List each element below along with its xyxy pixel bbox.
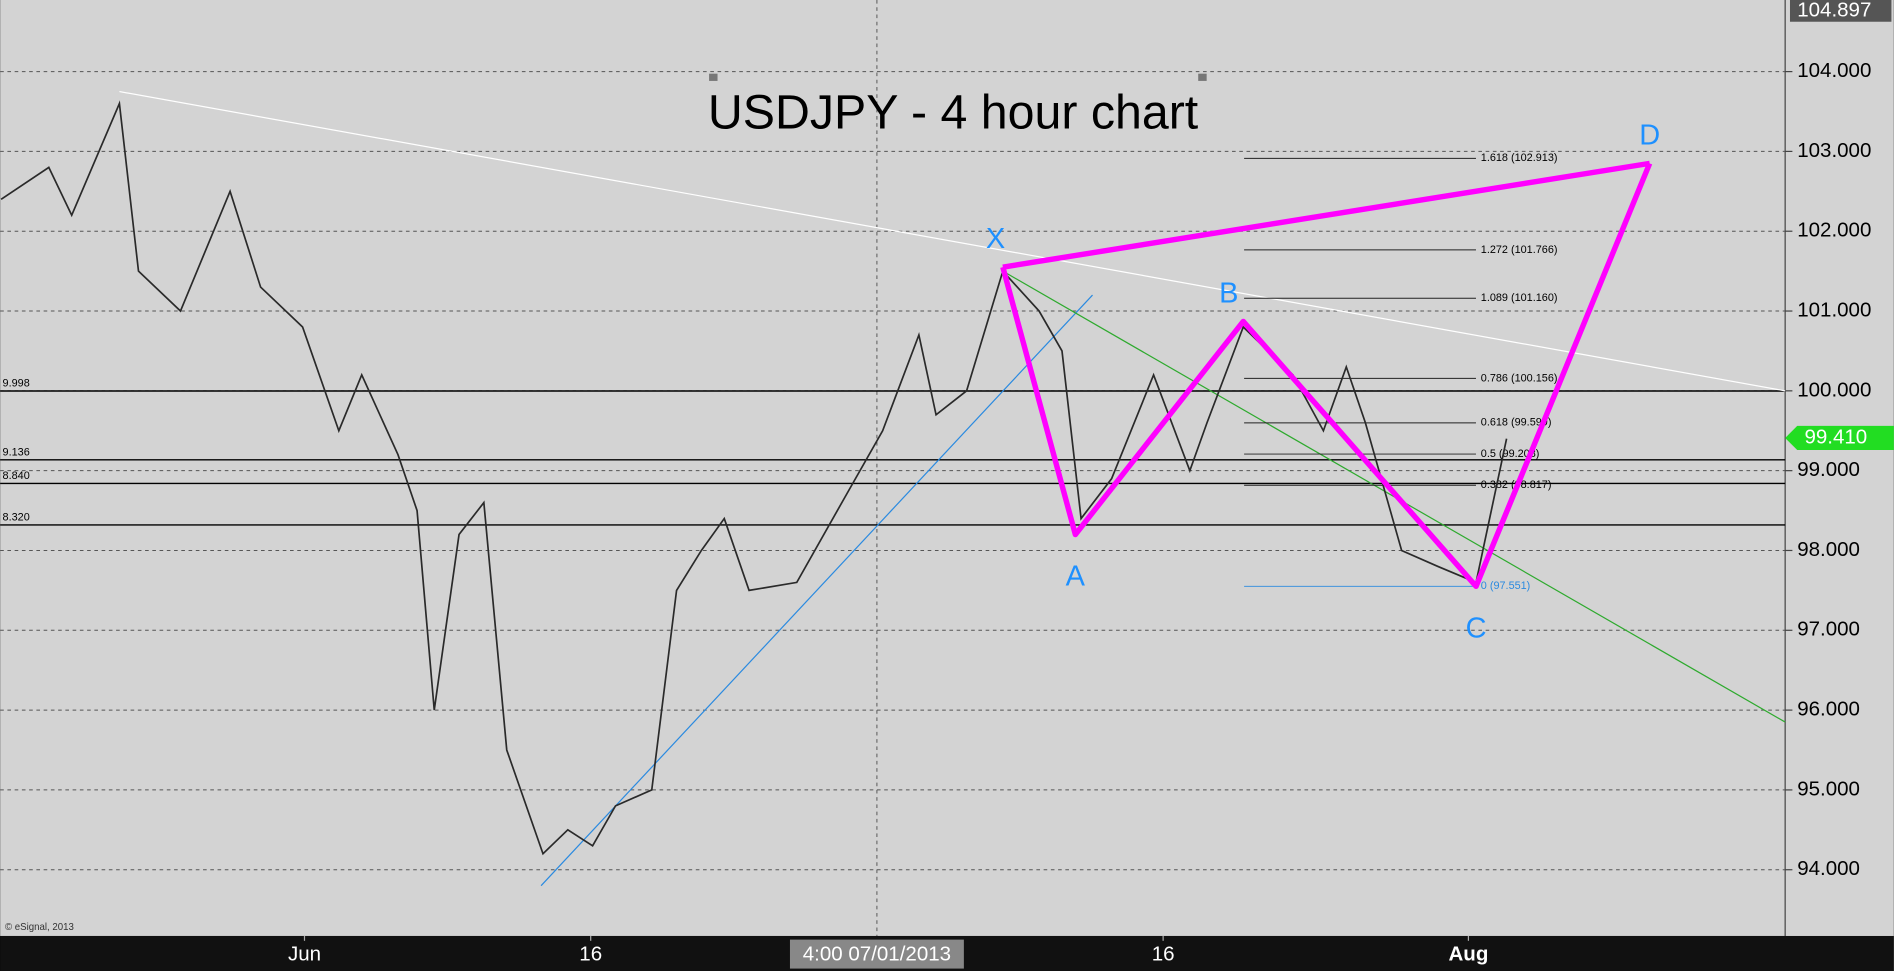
y-tick-label: 96.000 xyxy=(1797,698,1860,721)
x-tick-label: Jun xyxy=(288,943,321,966)
y-tick-label: 97.000 xyxy=(1797,618,1860,641)
y-tick-label: 103.000 xyxy=(1797,139,1871,162)
fib-label: 1.272 (101.766) xyxy=(1481,244,1558,256)
x-tick-label: 16 xyxy=(579,943,602,966)
fib-label: 0.618 (99.599) xyxy=(1481,417,1552,429)
level-label: 9.998 xyxy=(3,378,30,390)
handle xyxy=(709,73,718,81)
watermark: © eSignal, 2013 xyxy=(5,922,74,933)
price-line xyxy=(0,100,1508,856)
handle xyxy=(1198,73,1207,81)
last-price-label: 99.410 xyxy=(1804,425,1867,448)
y-tick-label: 99.000 xyxy=(1797,458,1860,481)
fib-label: 0.5 (99.208) xyxy=(1481,448,1540,460)
pattern-label: X xyxy=(986,223,1005,255)
level-label: 8.320 xyxy=(3,512,30,524)
y-tick-label: 98.000 xyxy=(1797,538,1860,561)
plot-background xyxy=(0,0,1786,936)
pattern-label: B xyxy=(1219,277,1238,309)
pattern-legs xyxy=(1000,162,1653,590)
crosshair-label-bg xyxy=(789,939,964,969)
y-tick-label: 95.000 xyxy=(1797,777,1860,800)
y-tick-label: 102.000 xyxy=(1797,219,1871,242)
x-tick-label: 4:00 07/01/2013 xyxy=(803,943,951,966)
pattern-label: C xyxy=(1466,612,1487,644)
x-tick-label: 16 xyxy=(1152,943,1175,966)
pattern-xd xyxy=(1002,160,1651,270)
level-label: 8.840 xyxy=(3,470,30,482)
trendline xyxy=(540,294,1093,887)
fib-label: 0.786 (100.156) xyxy=(1481,372,1558,384)
fib-label: 1.089 (101.160) xyxy=(1481,292,1558,304)
trendline xyxy=(119,90,1786,392)
pattern-label: A xyxy=(1066,561,1086,593)
fib-label: 0 (97.551) xyxy=(1481,580,1531,592)
y-tick-label: 104.000 xyxy=(1797,59,1871,82)
top-price-label: 104.897 xyxy=(1797,0,1871,21)
y-tick-label: 94.000 xyxy=(1797,857,1860,880)
level-label: 9.136 xyxy=(3,446,30,458)
pattern-label: D xyxy=(1639,119,1660,151)
fib-label: 1.618 (102.913) xyxy=(1481,152,1558,164)
x-tick-label: Aug xyxy=(1448,943,1488,966)
price-axis xyxy=(1785,0,1894,971)
last-price-badge xyxy=(1785,425,1894,451)
y-tick-label: 100.000 xyxy=(1797,378,1871,401)
top-price-badge xyxy=(1789,0,1892,22)
chart-title: USDJPY - 4 hour chart xyxy=(708,86,1199,140)
y-tick-label: 101.000 xyxy=(1797,298,1871,321)
